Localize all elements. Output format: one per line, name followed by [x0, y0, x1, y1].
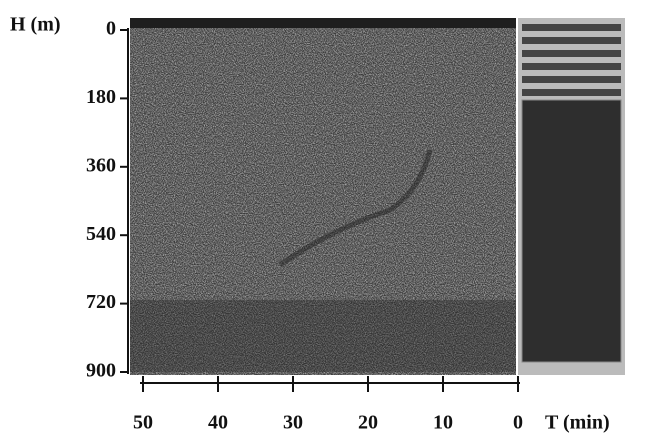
- y-axis-label: H (m): [10, 14, 61, 36]
- y-tick-label: 0: [106, 18, 116, 40]
- side-panel: [518, 18, 625, 375]
- echogram-image: [130, 18, 516, 375]
- x-axis-label: T (min): [545, 412, 610, 434]
- x-tick-label: 40: [208, 412, 228, 434]
- x-tick-label: 0: [513, 412, 523, 434]
- x-tick-label: 20: [358, 412, 378, 434]
- x-tick-label: 30: [283, 412, 303, 434]
- y-tick-label: 180: [86, 86, 116, 108]
- y-tick-label: 900: [86, 360, 116, 382]
- chart: H (m) T (min) 0 180 360 540 720 900 50 40 30 20 10…: [0, 0, 658, 435]
- x-tick-label: 50: [133, 412, 153, 434]
- x-tick-label: 10: [433, 412, 453, 434]
- y-tick-label: 720: [86, 291, 116, 313]
- y-tick-label: 360: [86, 154, 116, 176]
- y-tick-label: 540: [86, 223, 116, 245]
